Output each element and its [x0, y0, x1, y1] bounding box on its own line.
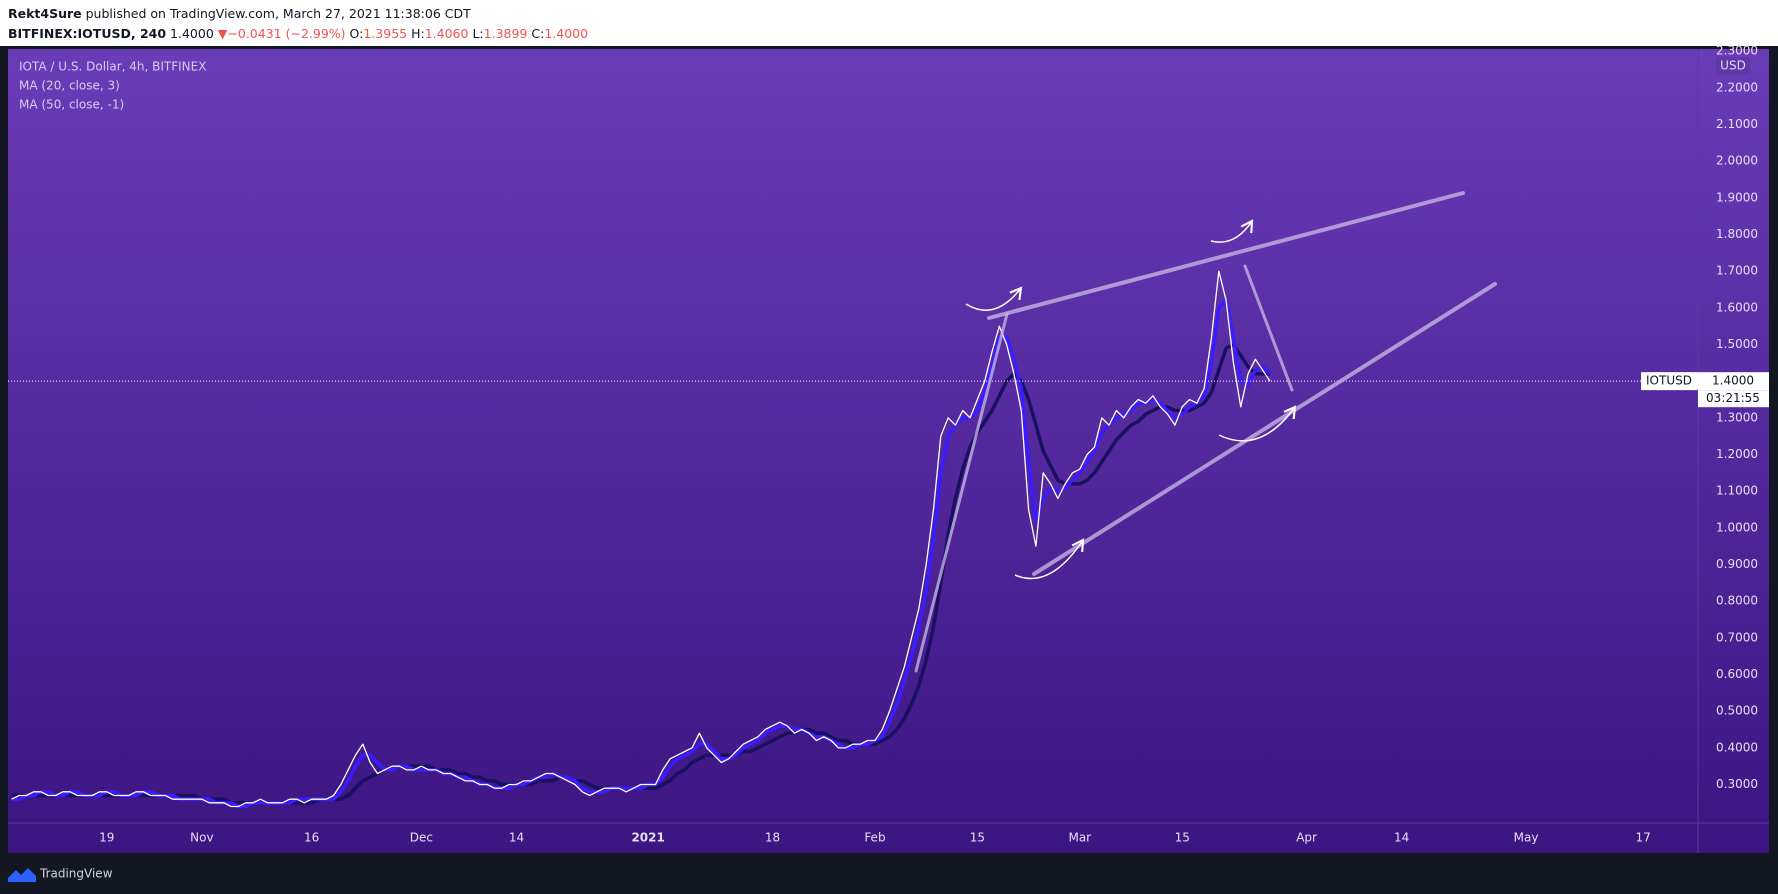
- symbol-line: BITFINEX:IOTUSD, 240 1.4000 ▼−0.0431 (−2…: [8, 26, 588, 41]
- logo: [8, 868, 36, 882]
- high: 1.4060: [425, 26, 469, 41]
- rise-line: [914, 312, 1009, 673]
- symbol-label-box: [1641, 372, 1698, 391]
- overlay: 0.3000 0.4000 0.5000 0.6000 0.7000 0.8000 0.90…: [99, 44, 1769, 845]
- legend-entry: MA (20, close, 3): [19, 79, 120, 93]
- x-tick-label: 17: [1635, 831, 1650, 845]
- arrow: [965, 286, 1023, 311]
- y-tick-label: 2.1000: [1716, 117, 1758, 131]
- legend-entry: MA (50, close, -1): [19, 98, 124, 112]
- x-tick-label: 15: [1175, 831, 1190, 845]
- x-tick-label: 19: [99, 831, 114, 845]
- x-tick-label: 16: [304, 831, 319, 845]
- arrow: [1210, 219, 1254, 243]
- y-tick-label: 0.9000: [1716, 557, 1758, 571]
- close: 1.4000: [544, 26, 588, 41]
- y-tick-label: 0.8000: [1716, 594, 1758, 608]
- x-tick-label: Nov: [190, 831, 213, 845]
- currency-badge: [1716, 57, 1750, 74]
- x-tick-label: 2021: [631, 831, 664, 845]
- chart-title: IOTA / U.S. Dollar, 4h, BITFINEX: [19, 60, 206, 74]
- close-label: C:: [531, 26, 544, 41]
- resistance-line: [987, 191, 1465, 320]
- open: 1.3955: [363, 26, 407, 41]
- header-line: Rekt4Sure published on TradingView.com, …: [8, 6, 471, 21]
- series-line: [11, 270, 1271, 808]
- y-tick-label: 0.6000: [1716, 667, 1758, 681]
- drop-line: [1243, 264, 1294, 392]
- y-tick-label: 2.2000: [1716, 80, 1758, 94]
- x-tick-label: 18: [765, 831, 780, 845]
- symbol: BITFINEX:IOTUSD, 240: [8, 26, 166, 41]
- published: published on TradingView.com, March 27, …: [86, 6, 471, 21]
- last-price-box: [1698, 372, 1769, 391]
- plot: [8, 270, 1698, 809]
- last: 1.4000: [170, 26, 214, 41]
- y-tick-label: 0.3000: [1716, 777, 1758, 791]
- logo-icon: [8, 868, 36, 882]
- arrow: [1218, 405, 1297, 442]
- arrows: [965, 219, 1297, 580]
- high-label: H:: [411, 26, 425, 41]
- y-tick-label: 0.4000: [1716, 740, 1758, 754]
- author: Rekt4Sure: [8, 6, 82, 21]
- y-tick-label: 1.5000: [1716, 337, 1758, 351]
- low: 1.3899: [484, 26, 528, 41]
- y-tick-label: 1.8000: [1716, 227, 1758, 241]
- x-tick-label: 14: [1394, 831, 1409, 845]
- support-line: [1032, 282, 1497, 576]
- x-tick-label: Mar: [1068, 831, 1091, 845]
- y-tick-label: 1.7000: [1716, 264, 1758, 278]
- y-tick-label: 1.3000: [1716, 410, 1758, 424]
- y-tick-label: 1.2000: [1716, 447, 1758, 461]
- arrow: [1014, 538, 1085, 580]
- last-price-label: 1.4000: [1712, 374, 1754, 388]
- countdown: 03:21:55: [1706, 391, 1760, 405]
- countdown-box: [1698, 390, 1769, 408]
- y-tick-label: 0.5000: [1716, 704, 1758, 718]
- direction: ▼: [218, 26, 228, 41]
- drawings: [914, 191, 1497, 673]
- low-label: L:: [472, 26, 483, 41]
- y-tick-label: 2.3000: [1716, 44, 1758, 58]
- y-tick-label: 1.0000: [1716, 520, 1758, 534]
- open-label: O:: [350, 26, 364, 41]
- y-tick-label: 0.7000: [1716, 630, 1758, 644]
- x-tick-label: May: [1514, 831, 1539, 845]
- x-tick-label: Apr: [1296, 831, 1317, 845]
- x-tick-label: 14: [509, 831, 524, 845]
- y-tick-label: 1.1000: [1716, 484, 1758, 498]
- x-tick-label: Feb: [864, 831, 885, 845]
- y-tick-label: 1.9000: [1716, 190, 1758, 204]
- y-tick-label: 1.6000: [1716, 300, 1758, 314]
- x-tick-label: Dec: [410, 831, 433, 845]
- x-tick-label: 15: [970, 831, 985, 845]
- change: −0.0431 (−2.99%): [227, 26, 345, 41]
- chart-background: [8, 49, 1769, 853]
- currency: USD: [1720, 59, 1746, 73]
- symbol-label: IOTUSD: [1646, 374, 1692, 388]
- y-tick-label: 2.0000: [1716, 154, 1758, 168]
- footer-brand: TradingView: [39, 867, 113, 881]
